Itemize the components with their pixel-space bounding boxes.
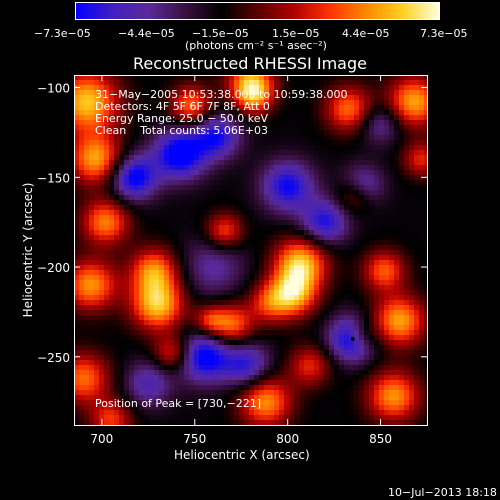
x-ticks: 700 750 800 850 (90, 75, 392, 446)
annotation-clean: Clean Total counts: 5.06E+03 (95, 124, 269, 137)
footer-date: 10−Jul−2013 18:18 (388, 486, 497, 499)
peak-marker (350, 336, 355, 341)
annotation-detectors: Detectors: 4F 5F 6F 7F 8F, Att 0 (95, 100, 270, 113)
plot-frame (74, 75, 428, 426)
peak-position-label: Position of Peak = [730,−221] (95, 397, 262, 410)
x-tick-label: 750 (183, 432, 206, 446)
y-tick-label: −200 (37, 261, 70, 275)
heatmap-image (74, 75, 427, 425)
x-tick-label: 850 (369, 432, 392, 446)
chart-title: Reconstructed RHESSI Image (133, 54, 367, 73)
colorbar-tick-6: 7.3e−05 (420, 27, 468, 40)
colorbar (75, 2, 440, 20)
y-tick-label: −250 (37, 351, 70, 365)
y-ticks: −100 −150 −200 −250 (37, 82, 427, 365)
x-tick-label: 700 (90, 432, 113, 446)
colorbar-tick-1: −7.3e−05 (34, 27, 91, 40)
x-tick-label: 800 (276, 432, 299, 446)
annotation-energy: Energy Range: 25.0 − 50.0 keV (95, 112, 269, 125)
colorbar-tick-3: −1.5e−05 (192, 27, 249, 40)
y-tick-label: −100 (37, 82, 70, 96)
colorbar-gradient (76, 3, 439, 19)
y-tick-label: −150 (37, 171, 70, 185)
colorbar-tick-5: 4.4e−05 (342, 27, 390, 40)
x-axis-label: Heliocentric X (arcsec) (174, 448, 310, 462)
y-axis-label: Heliocentric Y (arcsec) (21, 182, 35, 318)
colorbar-tick-4: 1.5e−05 (272, 27, 320, 40)
colorbar-units: (photons cm⁻² s⁻¹ asec⁻²) (185, 39, 327, 52)
min-marker (350, 336, 355, 341)
annotation-time: 31−May−2005 10:53:38.000 to 10:59:38.000 (95, 88, 348, 101)
colorbar-tick-2: −4.4e−05 (118, 27, 175, 40)
